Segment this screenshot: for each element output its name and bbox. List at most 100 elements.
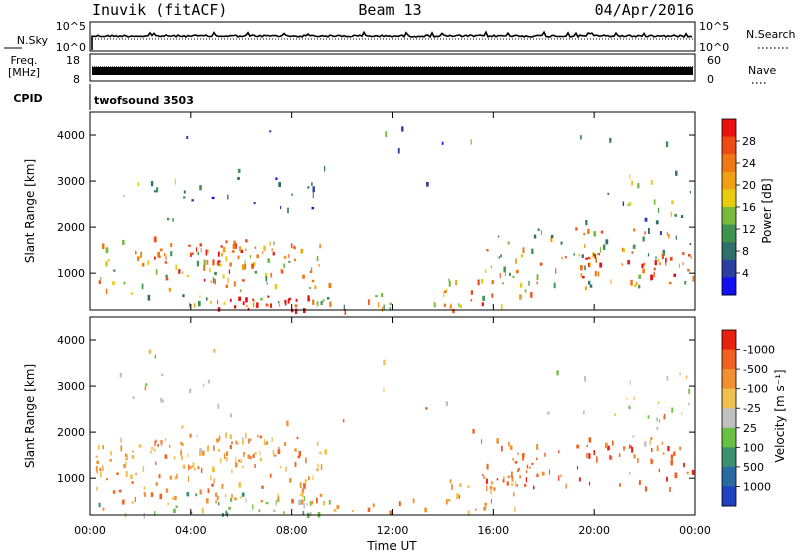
power-y-axis-label: Slant Range [km] [23,159,37,263]
power-pixel [199,295,201,299]
velocity-pixel [188,476,189,482]
velocity-pixel [243,452,246,455]
velocity-pixel [225,432,227,439]
power-pixel [209,301,212,304]
velocity-pixel [154,511,156,516]
power-pixel [222,246,226,253]
power-pixel [581,265,583,269]
velocity-y-axis-label: Slant Range [km] [23,364,37,468]
colorbar-tick-label: 4 [742,267,749,280]
power-pixel [661,254,664,260]
power-pixel [644,231,646,235]
velocity-pixel [322,500,326,506]
velocity-pixel [160,440,163,446]
velocity-pixel [271,437,273,443]
power-pixel [153,236,157,243]
velocity-pixel [229,445,232,449]
power-pixel [312,299,315,305]
velocity-pixel [102,445,104,450]
colorbar-swatch [722,330,736,351]
velocity-pixel [666,376,669,381]
nsky-label: N.Sky [17,34,49,47]
velocity-pixel [351,510,355,513]
power-pixel [165,277,169,281]
velocity-pixel [611,440,614,446]
velocity-pixel [168,444,171,448]
power-pixel [509,272,511,276]
velocity-pixel [206,498,209,504]
velocity-pixel [510,445,513,450]
velocity-pixel [160,397,162,403]
power-pixel [212,259,215,266]
colorbar-tick-label: 28 [742,135,756,148]
velocity-pixel [180,451,183,456]
velocity-pixel [97,444,100,450]
power-pixel [245,248,247,251]
power-pixel [501,304,503,310]
power-pixel [668,281,672,285]
velocity-pixel [303,496,305,502]
velocity-pixel [565,483,567,489]
velocity-pixel [167,502,170,506]
power-pixel [275,177,278,180]
velocity-pixel [623,447,625,451]
velocity-pixel [130,474,133,479]
nsky-tick-top: 10^5 [56,20,86,33]
velocity-pixel [583,410,585,415]
power-pixel [561,256,563,260]
power-pixel [455,279,458,286]
power-pixel [280,206,282,210]
velocity-pixel [662,452,665,455]
power-pixel [599,246,601,253]
power-pixel [564,256,567,259]
velocity-pixel [165,488,169,493]
velocity-pixel [217,449,220,452]
power-pixel [655,220,659,225]
velocity-pixel [211,483,214,487]
velocity-pixel [259,450,261,456]
power-pixel [631,180,634,186]
power-pixel [481,302,484,307]
velocity-pixel [180,449,182,453]
power-pixel [231,250,235,253]
velocity-pixel [277,496,280,503]
velocity-pixel [231,494,233,499]
power-pixel [130,292,133,295]
nsky-trace [91,30,693,50]
velocity-pixel [536,457,538,461]
power-pixel [200,248,202,253]
x-tick-label: 20:00 [578,524,610,537]
velocity-pixel [667,446,670,452]
velocity-pixel [277,449,281,454]
velocity-pixel [245,432,247,439]
colorbar-tick-label: 20 [742,179,756,192]
velocity-pixel [194,467,196,471]
power-pixel [314,285,317,289]
colorbar-swatch [722,277,736,296]
velocity-pixel [511,471,513,478]
colorbar-tick-label: 8 [742,245,749,258]
velocity-pixel [150,492,154,497]
power-pixel [217,260,221,263]
power-pixel [203,278,206,282]
power-pixel [621,247,624,252]
power-pixel [254,270,257,274]
power-pixel [283,263,285,269]
nsearch-tick-top: 10^5 [699,20,729,33]
power-pixel [267,304,269,307]
velocity-pixel [619,483,621,487]
power-pixel [141,283,144,290]
velocity-pixel [548,469,550,475]
velocity-pixel [213,478,215,484]
velocity-pixel [529,466,531,469]
power-pixel [533,234,537,239]
velocity-pixel [319,493,323,497]
colorbar-tick-label: 500 [743,461,764,474]
power-pixel [589,262,591,268]
velocity-pixel [228,507,231,510]
velocity-pixel [242,466,244,469]
power-pixel [381,293,384,298]
power-pixel [655,256,657,260]
colorbar-swatch [722,369,736,390]
